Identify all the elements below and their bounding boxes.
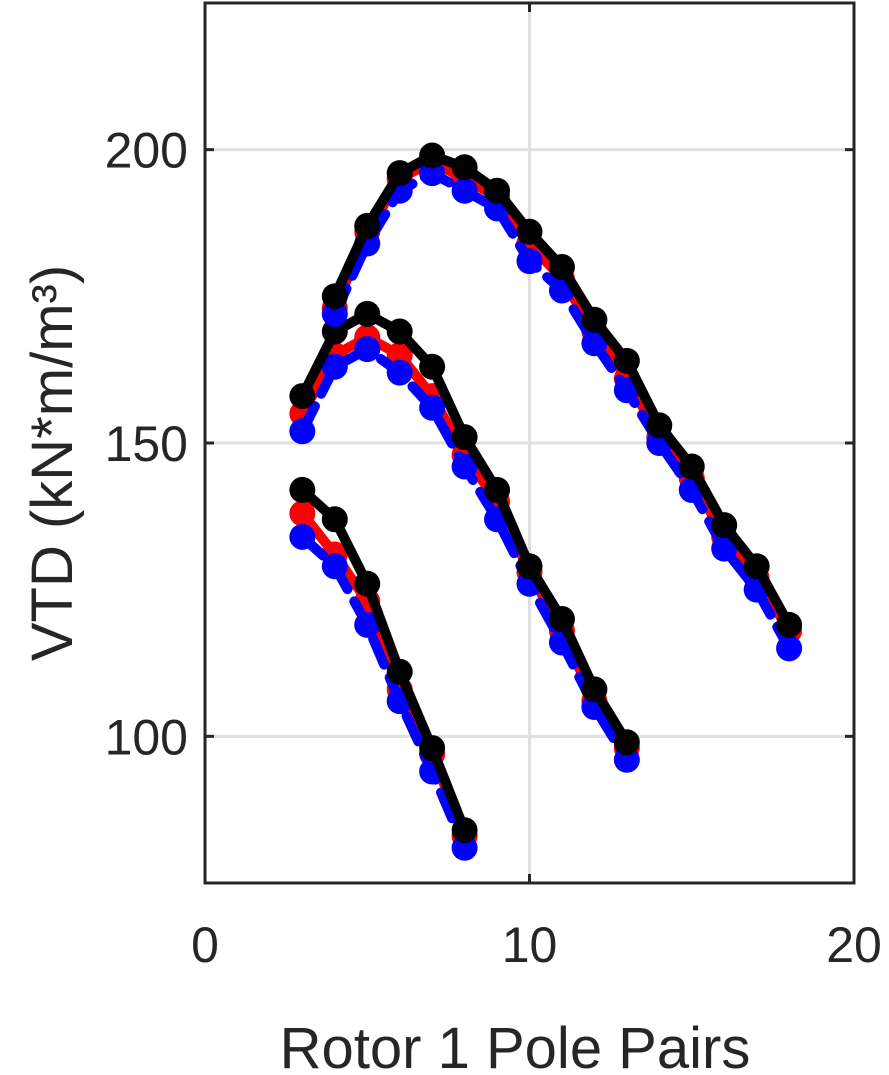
data-point <box>484 177 511 204</box>
data-point <box>451 817 478 844</box>
data-point <box>711 535 738 562</box>
data-point <box>321 506 348 533</box>
x-tick-label: 20 <box>826 917 882 973</box>
data-point <box>451 424 478 451</box>
data-point <box>516 248 543 275</box>
data-point <box>354 300 381 327</box>
x-axis-label: Rotor 1 Pole Pairs <box>280 1016 751 1075</box>
data-point <box>581 676 608 703</box>
data-point <box>289 523 316 550</box>
data-point <box>451 453 478 480</box>
data-point <box>386 658 413 685</box>
x-tick-label: 0 <box>191 917 219 973</box>
data-point <box>354 212 381 239</box>
data-point <box>451 177 478 204</box>
data-point <box>516 218 543 245</box>
y-tick-label: 100 <box>105 709 188 765</box>
y-tick-label: 150 <box>105 416 188 472</box>
data-point <box>613 347 640 374</box>
x-tick-label: 10 <box>502 917 558 973</box>
data-point <box>419 394 446 421</box>
data-point <box>386 318 413 345</box>
data-point <box>289 500 316 527</box>
series-black-5 <box>289 300 640 756</box>
data-point <box>776 611 803 638</box>
data-point <box>419 353 446 380</box>
data-point <box>419 735 446 762</box>
data-point <box>386 359 413 386</box>
data-point <box>743 553 770 580</box>
data-point <box>321 353 348 380</box>
grid-lines <box>205 3 854 883</box>
data-point <box>321 553 348 580</box>
data-point <box>451 154 478 181</box>
data-point <box>776 635 803 662</box>
data-point <box>581 330 608 357</box>
series-layer <box>289 142 803 861</box>
data-point <box>289 476 316 503</box>
data-point <box>354 611 381 638</box>
series-line <box>297 531 470 853</box>
data-point <box>646 412 673 439</box>
data-point <box>354 570 381 597</box>
data-point <box>516 553 543 580</box>
data-point <box>548 254 575 280</box>
tick-marks <box>203 3 856 883</box>
y-tick-label: 200 <box>105 123 188 179</box>
data-point <box>484 476 511 503</box>
y-axis-label: VTD (kN*m/m³) <box>20 265 85 661</box>
data-point <box>354 336 381 363</box>
tick-labels: 0 10 20 100 150 200 <box>105 123 882 973</box>
series-black-2 <box>289 476 478 844</box>
data-point <box>711 512 738 539</box>
data-point <box>613 729 640 756</box>
data-point <box>581 306 608 333</box>
data-point <box>289 418 316 445</box>
data-point <box>548 606 575 632</box>
data-point <box>678 453 705 480</box>
data-point <box>386 160 413 187</box>
data-point <box>289 383 316 410</box>
data-point <box>419 142 446 169</box>
data-point <box>321 283 348 310</box>
series-black-8 <box>321 142 803 638</box>
